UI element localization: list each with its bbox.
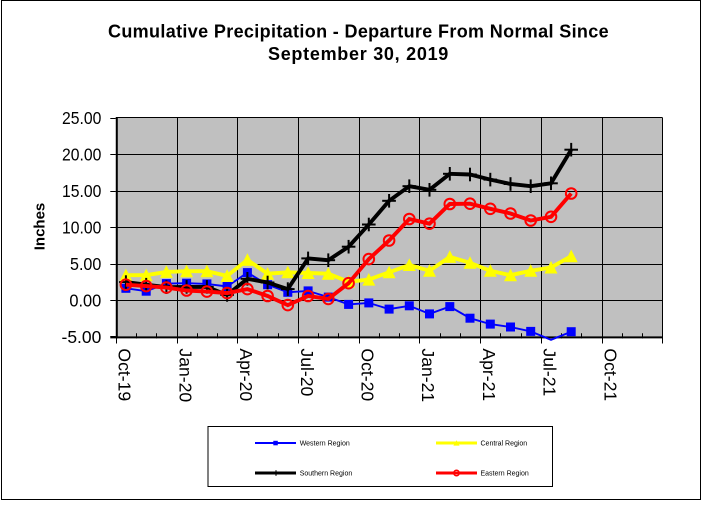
svg-text:0.00: 0.00 xyxy=(69,290,101,310)
svg-text:Inches: Inches xyxy=(32,203,49,251)
svg-text:Jan-21: Jan-21 xyxy=(418,348,438,402)
svg-text:5.00: 5.00 xyxy=(70,254,101,274)
svg-text:Cumulative Precipitation - Dep: Cumulative Precipitation - Departure Fro… xyxy=(108,21,609,41)
svg-text:10.00: 10.00 xyxy=(62,217,101,237)
svg-text:Jul-20: Jul-20 xyxy=(297,348,317,396)
svg-text:Oct-19: Oct-19 xyxy=(115,348,135,401)
svg-text:Eastern Region: Eastern Region xyxy=(481,471,529,478)
svg-text:Jul-21: Jul-21 xyxy=(540,348,560,396)
svg-text:25.00: 25.00 xyxy=(62,108,101,128)
svg-text:-5.00: -5.00 xyxy=(62,327,102,347)
svg-text:Central Region: Central Region xyxy=(481,441,528,448)
svg-text:15.00: 15.00 xyxy=(62,181,101,201)
svg-text:Western Region: Western Region xyxy=(300,441,350,448)
svg-text:Oct-20: Oct-20 xyxy=(358,348,378,401)
svg-text:Apr-20: Apr-20 xyxy=(236,348,256,401)
svg-text:September 30, 2019: September 30, 2019 xyxy=(268,44,449,64)
svg-text:Oct-21: Oct-21 xyxy=(600,348,620,401)
svg-text:20.00: 20.00 xyxy=(62,144,101,164)
svg-text:Jan-20: Jan-20 xyxy=(175,348,195,402)
svg-text:Apr-21: Apr-21 xyxy=(479,348,499,401)
svg-text:Southern Region: Southern Region xyxy=(300,471,353,478)
